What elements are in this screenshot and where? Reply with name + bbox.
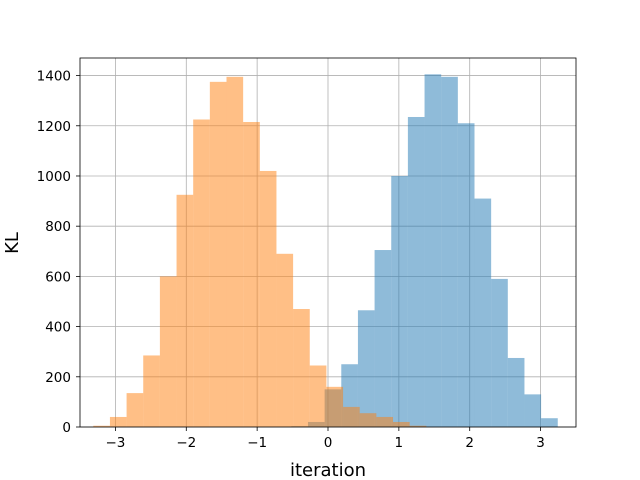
x-tick-label: −3 (105, 435, 125, 451)
histogram-bar-series-2 (109, 416, 127, 427)
histogram-bar-series-1 (524, 394, 542, 427)
histogram-bar-series-2 (376, 416, 394, 427)
histogram-bar-series-1 (357, 310, 375, 427)
histogram-bar-series-1 (491, 278, 508, 427)
histogram-bar-series-2 (243, 122, 260, 428)
histogram-bar-series-2 (326, 386, 344, 427)
y-axis-label: KL (2, 232, 23, 254)
histogram-bar-series-1 (424, 74, 442, 427)
tick-labels: −3 −2 −1 0 1 2 3 0 200 400 600 800 1000 1200 1400 (37, 69, 545, 451)
histogram-bar-series-2 (409, 425, 427, 427)
histogram-bar-series-1 (441, 76, 458, 427)
histogram-bar-series-1 (457, 123, 475, 427)
x-tick-label: −2 (176, 435, 196, 451)
x-tick-label: 2 (465, 435, 474, 451)
histogram-bar-series-2 (276, 253, 294, 427)
x-tick-label: −1 (247, 435, 267, 451)
histogram-bar-series-2 (176, 194, 194, 427)
histogram-bar-series-2 (93, 425, 110, 427)
axes (76, 57, 577, 431)
y-tick-label: 1400 (37, 69, 71, 85)
histogram-bar-series-1 (374, 250, 392, 427)
histogram-bar-series-2 (259, 170, 277, 428)
y-tick-label: 200 (45, 370, 71, 386)
histogram-bar-series-2 (193, 119, 210, 427)
histogram-bar-series-2 (393, 421, 410, 427)
y-tick-label: 0 (62, 420, 71, 436)
histogram-bar-series-2 (226, 76, 244, 427)
x-tick-label: 0 (324, 435, 333, 451)
histogram-bar-series-1 (407, 116, 425, 427)
histogram-bar-series-1 (391, 175, 408, 427)
histogram-bar-series-2 (343, 406, 360, 427)
x-axis-label: iteration (290, 460, 366, 480)
y-tick-label: 1200 (37, 119, 71, 135)
histogram-bar-series-1 (541, 418, 558, 427)
histogram-bar-series-2 (159, 276, 177, 427)
x-tick-label: 1 (395, 435, 404, 451)
histogram-bar-series-2 (293, 309, 310, 427)
y-tick-label: 800 (45, 219, 71, 235)
x-tick-label: 3 (536, 435, 545, 451)
histogram-bar-series-2 (309, 365, 327, 427)
y-tick-label: 600 (45, 269, 71, 285)
histogram-bar-series-2 (359, 413, 377, 427)
histogram-bar-series-1 (474, 198, 492, 427)
histogram-bar-series-2 (143, 355, 160, 427)
y-tick-label: 400 (45, 320, 71, 336)
histogram-bars (93, 74, 558, 428)
y-tick-label: 1000 (37, 169, 71, 185)
histogram-bar-series-2 (126, 393, 144, 427)
histogram-bar-series-2 (209, 81, 227, 428)
histogram-bar-series-1 (507, 357, 525, 427)
